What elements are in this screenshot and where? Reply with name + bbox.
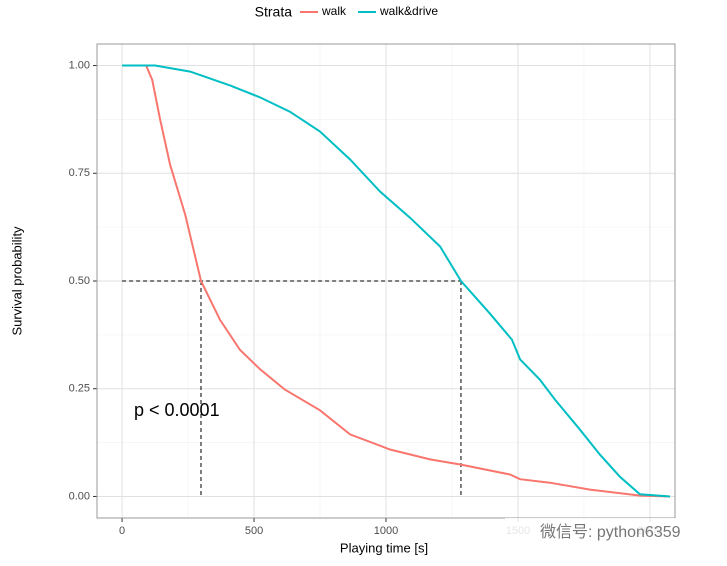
survival-line (122, 64, 671, 498)
y-axis-label: Survival probability (9, 226, 24, 336)
legend-label: walk&drive (379, 4, 438, 18)
x-tick-label: 500 (245, 525, 263, 537)
x-tick-label: 0 (119, 525, 125, 537)
x-axis-label: Playing time [s] (340, 540, 428, 555)
y-tick-label: 1.00 (69, 59, 90, 71)
legend-title: Strata (255, 4, 293, 20)
y-tick-label: 0.00 (69, 490, 90, 502)
panel-border (96, 43, 676, 519)
y-tick-label: 0.25 (69, 383, 90, 395)
watermark-bg (505, 518, 705, 548)
survival-line (122, 64, 671, 498)
watermark: 微信号: python6359 (540, 523, 681, 541)
y-tick-label: 0.75 (69, 167, 90, 179)
legend-label: walk (321, 4, 347, 18)
y-tick-label: 0.50 (69, 275, 90, 287)
x-tick-label: 1000 (374, 525, 398, 537)
annotation: p < 0.0001 (134, 400, 220, 420)
